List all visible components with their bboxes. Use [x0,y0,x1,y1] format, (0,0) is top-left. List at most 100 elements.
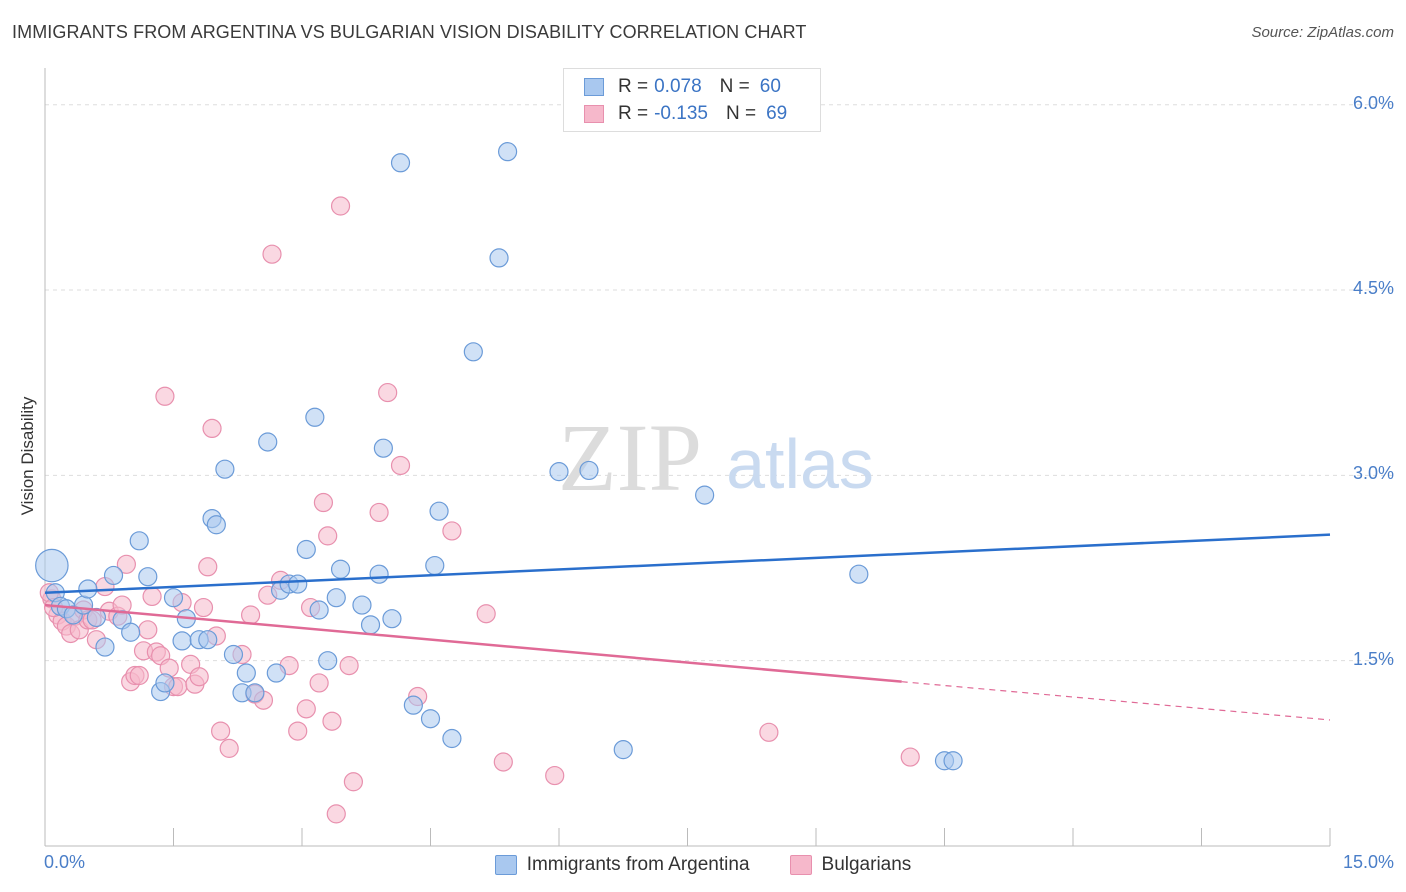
data-point [373,438,393,458]
source-credit: Source: ZipAtlas.com [1251,24,1394,41]
data-point [129,665,149,686]
y-tick-label: 4.5% [1352,278,1394,299]
y-tick-label: 3.0% [1352,463,1394,484]
argentina-trend-line [44,533,1331,594]
data-point [206,515,226,535]
data-point [189,667,209,687]
data-point [489,248,509,268]
data-point [78,579,98,599]
data-point [403,695,423,715]
data-point [360,615,381,635]
argentina-points [35,142,963,771]
data-point [378,382,398,403]
data-point [849,564,869,584]
data-point [193,597,214,618]
r-value: 0.078 [654,76,702,97]
argentina-swatch [584,78,604,96]
data-point [116,554,136,574]
data-point [198,557,218,577]
gridlines [45,104,1392,662]
data-point [420,709,441,729]
data-point [245,683,265,703]
data-point [266,663,286,683]
data-point [121,622,141,642]
data-point [382,609,402,629]
data-point [549,462,569,482]
data-point [695,485,715,505]
data-point [545,765,565,786]
data-point [330,196,351,216]
data-point [343,772,363,792]
watermark-atlas: atlas [726,425,874,503]
data-point [215,459,235,479]
data-point [579,460,599,481]
n-value: 69 [766,103,788,124]
bulgarians-swatch [584,105,604,123]
data-point [35,548,69,583]
data-point [318,526,338,546]
bulgarians-trend-line [44,603,902,683]
x-tick-max: 15.0% [1342,852,1394,872]
r-value: -0.135 [654,103,708,124]
data-point [305,407,325,427]
data-point [138,620,158,640]
stats-legend-row-argentina: R = 0.078 N = 60 [584,74,781,100]
data-point [219,738,239,758]
bulgarians-points [39,196,920,824]
data-point [155,673,175,693]
n-value: 60 [759,76,781,97]
data-point [211,721,231,741]
data-point [262,244,282,264]
legend-label-bulgarians: Bulgarians [821,854,912,875]
r-label: R = [618,76,649,97]
data-point [759,722,779,742]
data-point [442,521,462,541]
data-point [138,567,158,587]
stats-legend: R = 0.078 N = 60 R = -0.135 N = 69 [563,68,821,132]
data-point [425,555,445,576]
data-point [463,342,483,362]
data-point [613,740,633,760]
data-point [369,564,389,584]
data-point [339,656,359,676]
data-point [296,539,316,560]
series-legend: Immigrants from Argentina Bulgarians [0,852,1406,878]
data-point [198,630,218,650]
argentina-legend-swatch [494,855,517,875]
data-point [429,501,449,521]
data-point [129,531,149,551]
legend-label-argentina: Immigrants from Argentina [526,854,750,875]
data-point [223,644,244,665]
legend-item-argentina[interactable]: Immigrants from Argentina [494,854,750,876]
bulgarians-legend-swatch [789,855,812,875]
data-point [202,418,222,439]
n-label: N = [719,76,750,97]
chart-title: IMMIGRANTS FROM ARGENTINA VS BULGARIAN V… [12,22,807,42]
data-point [330,559,351,579]
data-point [493,752,513,772]
legend-item-bulgarians[interactable]: Bulgarians [789,854,912,876]
data-point [943,751,963,771]
data-point [258,432,278,452]
data-point [103,565,124,586]
y-tick-label: 6.0% [1352,92,1394,113]
bulgarians-trend-extension [901,681,1331,721]
data-point [476,604,496,624]
data-point [900,747,920,767]
data-point [369,502,389,523]
data-point [236,663,256,683]
data-point [296,699,316,719]
data-point [390,455,411,476]
watermark-zip: ZIP [558,404,702,511]
data-point [155,386,175,406]
axes [44,68,1331,847]
data-point [142,586,162,607]
data-point [326,588,346,608]
y-tick-label: 1.5% [1352,648,1394,669]
data-point [313,492,334,513]
data-point [309,673,329,693]
r-label: R = [618,103,649,124]
data-point [352,595,372,615]
data-point [309,600,329,620]
